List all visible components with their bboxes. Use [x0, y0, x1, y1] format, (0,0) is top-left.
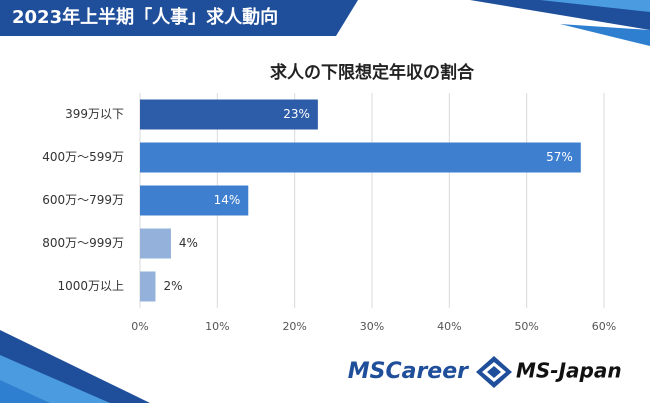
y-tick-label: 399万以下	[65, 107, 124, 121]
plot: 0% 10% 20% 30% 40% 50% 60% 399万以下 23% 400万～599万 57…	[42, 93, 616, 333]
value-label: 57%	[546, 150, 573, 164]
bar	[140, 185, 249, 216]
y-tick-label: 1000万以上	[57, 279, 124, 293]
bar	[140, 99, 318, 130]
decor	[560, 24, 650, 46]
banner-bg	[0, 0, 358, 36]
logo: MS-Japan	[516, 359, 622, 383]
value-label: 4%	[179, 236, 198, 250]
decor	[470, 0, 650, 30]
x-tick-label: 50%	[514, 320, 538, 333]
x-tick-label: 20%	[282, 320, 306, 333]
y-tick-label: 400万～599万	[42, 150, 124, 164]
bar	[140, 142, 581, 173]
bar	[140, 228, 171, 259]
decor	[0, 380, 50, 403]
x-tick-label: 30%	[360, 320, 384, 333]
bar	[140, 271, 156, 302]
banner-title: 2023年上半期「人事」求人動向	[12, 6, 278, 28]
value-label: 2%	[163, 279, 182, 293]
logo-icon	[476, 356, 512, 388]
y-tick-label: 600万～799万	[42, 193, 124, 207]
chart-title: 求人の下限想定年収の割合	[270, 62, 475, 83]
value-label: 14%	[214, 193, 241, 207]
x-tick-label: 40%	[437, 320, 461, 333]
decor	[540, 0, 650, 12]
value-label: 23%	[283, 107, 310, 121]
x-tick-label: 0%	[131, 320, 148, 333]
x-tick-label: 10%	[205, 320, 229, 333]
logo: MSCareer	[348, 359, 469, 384]
decor	[0, 355, 110, 403]
x-tick-label: 60%	[592, 320, 616, 333]
y-tick-label: 800万～999万	[42, 236, 124, 250]
